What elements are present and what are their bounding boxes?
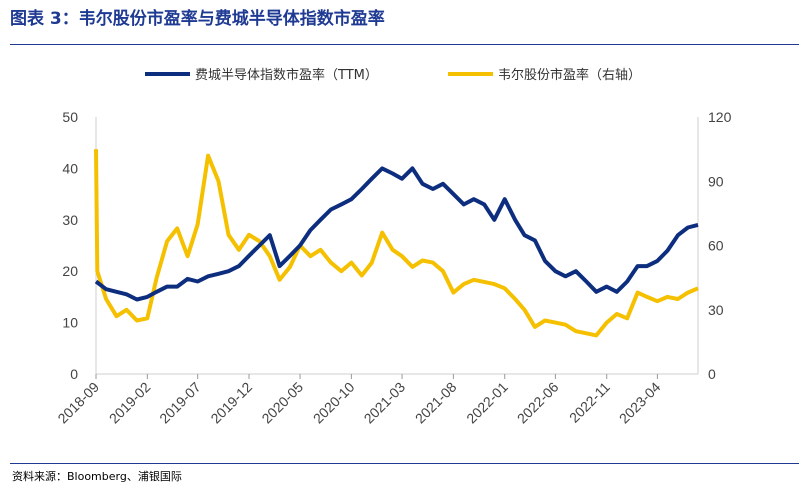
series-line-will-semi-pe <box>94 149 699 338</box>
figure-header: 图表 3： 韦尔股份市盈率与费城半导体指数市盈率 <box>10 0 385 32</box>
x-tick-label: 2020-05 <box>258 379 306 427</box>
right-axis-ticks: 0 30 60 90 120 <box>708 109 732 382</box>
legend-label-phlx: 费城半导体指数市盈率（TTM） <box>195 67 378 83</box>
left-tick-label: 40 <box>62 160 78 176</box>
x-tick-label: 2022-01 <box>463 379 511 427</box>
right-tick-label: 30 <box>708 302 724 318</box>
left-tick-label: 10 <box>62 315 78 331</box>
series-line-phlx-pe <box>94 166 699 302</box>
left-tick-label: 50 <box>62 109 78 125</box>
x-tick-label: 2018-09 <box>54 379 102 427</box>
right-tick-label: 60 <box>708 238 724 254</box>
bottom-rule <box>10 463 799 464</box>
right-tick-label: 120 <box>708 109 732 125</box>
x-tick-label: 2019-07 <box>156 379 204 427</box>
x-tick-label: 2020-10 <box>310 379 358 427</box>
x-tick-label: 2022-06 <box>514 379 562 427</box>
source-note: 资料来源：Bloomberg、浦银国际 <box>12 470 182 483</box>
figure-title: 韦尔股份市盈率与费城半导体指数市盈率 <box>78 8 385 29</box>
left-tick-label: 0 <box>70 366 78 382</box>
x-tick-label: 2019-12 <box>207 379 255 427</box>
x-tick-label: 2019-02 <box>106 379 154 427</box>
x-tick-label: 2023-04 <box>616 379 664 427</box>
top-rule <box>10 44 799 45</box>
right-tick-label: 90 <box>708 173 724 189</box>
x-tick-label: 2021-03 <box>361 379 409 427</box>
pe-chart: 费城半导体指数市盈率（TTM） 韦尔股份市盈率（右轴） 01020304050 … <box>54 67 732 427</box>
left-tick-label: 20 <box>62 263 78 279</box>
left-tick-label: 30 <box>62 212 78 228</box>
left-axis-ticks: 0 10 20 30 40 50 <box>62 109 78 382</box>
series-layer <box>94 149 699 338</box>
legend: 费城半导体指数市盈率（TTM） 韦尔股份市盈率（右轴） <box>145 67 641 83</box>
figure-label: 图表 3： <box>10 8 79 29</box>
x-axis-ticks: 2018-09 2019-02 2019-07 2019-12 2020-05 2020-… <box>54 374 664 427</box>
right-tick-label: 0 <box>708 366 716 382</box>
legend-label-will-semi: 韦尔股份市盈率（右轴） <box>498 67 641 83</box>
x-tick-label: 2022-11 <box>566 379 613 426</box>
x-tick-label: 2021-08 <box>412 379 460 427</box>
